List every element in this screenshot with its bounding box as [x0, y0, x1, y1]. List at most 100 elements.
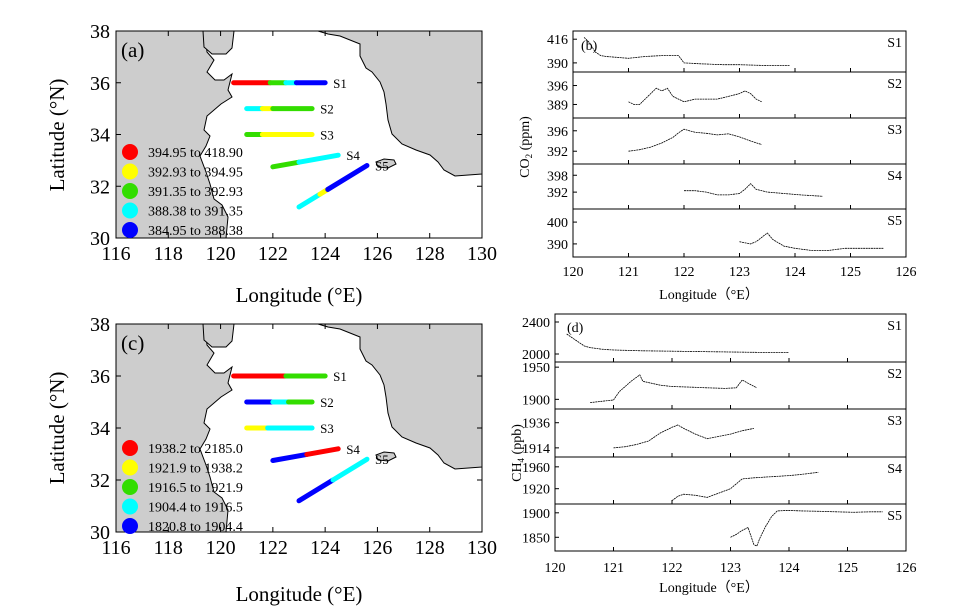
legend-label: 391.35 to 392.93	[148, 185, 243, 200]
series-line	[730, 509, 883, 547]
ch4-stack: 2400 2000 S1 1950 1900 S2 1936 1914 S3 1960 1920 S4…	[522, 313, 917, 576]
x-tick-label: 130	[467, 537, 497, 559]
map-a-legend: 394.95 to 418.90 392.93 to 394.95 391.35 t…	[122, 144, 243, 239]
series-name: S5	[887, 214, 902, 229]
panel-c-label: (c)	[121, 331, 144, 355]
panel-c: (c) S1 S2 S3 S4 S5 1938.2 to 2185.0 1921.9 to…	[45, 314, 497, 606]
y-tick-label: 1920	[522, 483, 550, 498]
x-tick-label: 128	[415, 537, 445, 559]
legend-label: 1921.9 to 1938.2	[148, 462, 243, 477]
track-segment	[330, 456, 370, 483]
track-segment	[270, 159, 302, 170]
x-tick-label: 118	[154, 537, 183, 559]
y-tick-label: 34	[90, 418, 110, 440]
y-tick-label: 390	[547, 238, 568, 253]
series-line	[590, 374, 757, 403]
y-tick-label: 390	[547, 57, 568, 72]
track-segment	[296, 477, 336, 504]
y-tick-label: 2000	[522, 348, 550, 363]
y-tick-label: 38	[90, 314, 110, 336]
x-tick-label: 126	[896, 265, 917, 280]
y-tick-label: 2400	[522, 316, 550, 331]
y-tick-label: 1850	[522, 531, 550, 546]
x-tick-label: 126	[362, 243, 392, 265]
subplot-frame	[572, 208, 907, 258]
co2-xlabel: Longitude（°E）	[659, 287, 759, 303]
series-name: S5	[887, 509, 902, 524]
x-tick-label: 124	[310, 243, 340, 265]
map-c-legend: 1938.2 to 2185.0 1921.9 to 1938.2 1916.5 t…	[122, 440, 243, 535]
legend-label: 392.93 to 394.95	[148, 166, 243, 181]
track-label: S2	[320, 102, 334, 117]
y-tick-label: 1900	[522, 393, 550, 408]
x-tick-label: 128	[415, 243, 445, 265]
y-tick-label: 416	[547, 33, 568, 48]
map-a-axes: 116 118 120 122 124 126 128 130 30 32 34 36 38	[90, 21, 497, 265]
y-tick-label: 392	[547, 186, 568, 201]
legend-label: 1916.5 to 1921.9	[148, 481, 243, 496]
series-line	[628, 87, 762, 105]
x-tick-label: 126	[362, 537, 392, 559]
x-tick-label: 116	[101, 243, 130, 265]
track-label: S4	[346, 148, 360, 163]
track-label: S5	[375, 159, 389, 174]
subplot-frame	[554, 313, 907, 363]
x-tick-label: 120	[206, 537, 236, 559]
series-name: S2	[887, 367, 902, 382]
ch4-ylabel: CH4 (ppb)	[510, 424, 526, 482]
legend-swatch	[122, 144, 138, 160]
x-tick-label: 122	[258, 537, 288, 559]
x-tick-label: 121	[618, 265, 639, 280]
legend-label: 394.95 to 418.90	[148, 146, 243, 161]
legend-swatch	[122, 202, 138, 219]
x-tick-label: 120	[206, 243, 236, 265]
y-tick-label: 34	[90, 125, 110, 147]
subplot-frame	[554, 503, 907, 552]
series-line	[583, 37, 790, 66]
subplot-frame	[572, 163, 907, 210]
track-label: S3	[320, 128, 334, 143]
y-tick-label: 32	[90, 470, 110, 492]
co2-ylabel: CO2 (ppm)	[518, 116, 534, 178]
x-tick-label: 122	[674, 265, 695, 280]
series-line	[739, 232, 884, 251]
legend-swatch	[122, 459, 138, 476]
x-tick-label: 122	[258, 243, 288, 265]
y-tick-label: 36	[90, 73, 110, 95]
y-tick-label: 1936	[522, 417, 550, 432]
x-tick-label: 123	[729, 265, 750, 280]
series-name: S2	[887, 77, 902, 92]
x-tick-label: 124	[779, 561, 800, 576]
track-segment	[296, 152, 341, 165]
series-name: S4	[887, 462, 902, 477]
y-tick-label: 38	[90, 21, 110, 43]
track-label: S1	[333, 76, 347, 91]
x-tick-label: 125	[840, 265, 861, 280]
map-a-ylabel: Latitude (°N)	[45, 79, 69, 192]
x-tick-label: 126	[896, 561, 917, 576]
y-tick-label: 396	[547, 80, 568, 95]
x-tick-label: 120	[545, 561, 566, 576]
subplot-frame	[572, 71, 907, 119]
track-segment	[304, 446, 341, 457]
map-c-axes: 116 118 120 122 124 126 128 130 30 32 34 36 38	[90, 314, 497, 559]
y-tick-label: 30	[90, 228, 110, 250]
subplot-frame	[572, 117, 907, 165]
x-tick-label: 120	[563, 265, 584, 280]
legend-swatch	[122, 222, 138, 238]
co2-stack: 416 390 S1 396 389 S2 396 392 S3 398 392 S4 400 390 S5…	[547, 30, 917, 280]
map-c-tracks: S1 S2 S3 S4 S5	[231, 369, 389, 504]
y-tick-label: 1960	[522, 461, 550, 476]
subplot-frame	[554, 361, 907, 410]
series-line	[671, 471, 819, 502]
track-segment	[270, 451, 310, 463]
legend-label: 384.95 to 388.38	[148, 224, 243, 239]
y-tick-label: 389	[547, 98, 568, 113]
track-label: S3	[320, 421, 334, 436]
x-tick-label: 121	[603, 561, 624, 576]
series-name: S1	[887, 36, 902, 51]
legend-swatch	[122, 479, 138, 495]
x-tick-label: 125	[837, 561, 858, 576]
series-name: S3	[887, 123, 902, 138]
